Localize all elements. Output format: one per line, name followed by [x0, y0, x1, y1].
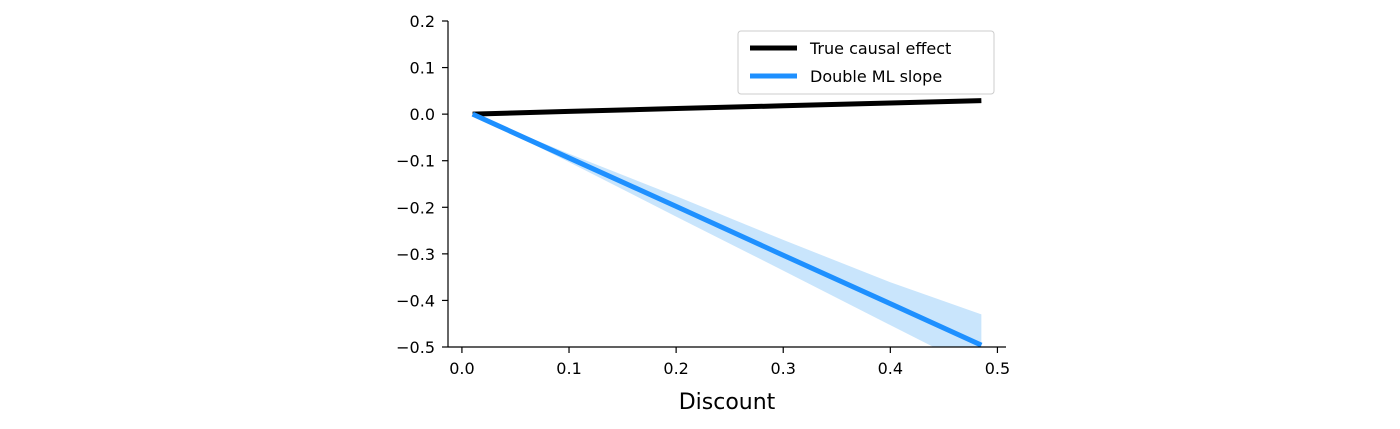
x-ticks: 0.0 0.1 0.2 0.3 0.4 0.5 — [449, 347, 1010, 378]
y-tick-label: −0.2 — [396, 198, 435, 217]
y-tick-label: −0.5 — [396, 338, 435, 357]
x-tick-label: 0.3 — [771, 359, 796, 378]
confidence-band-1 — [472, 114, 982, 347]
legend: True causal effect Double ML slope — [737, 30, 995, 95]
x-tick-label: 0.2 — [663, 359, 688, 378]
y-tick-label: 0.2 — [410, 12, 435, 31]
y-tick-label: 0.1 — [410, 59, 435, 78]
legend-items: True causal effect Double ML slope — [750, 39, 951, 86]
y-tick-label: −0.4 — [396, 291, 435, 310]
axes — [447, 21, 1006, 348]
y-tick-label: 0.0 — [410, 105, 435, 124]
y-tick-label: −0.1 — [396, 152, 435, 171]
x-tick-label: 0.1 — [556, 359, 581, 378]
x-tick-label: 0.4 — [878, 359, 903, 378]
confidence-band-layer — [472, 114, 982, 347]
legend-box — [737, 30, 995, 95]
legend-label-0: True causal effect — [809, 39, 951, 58]
y-ticks: 0.2 0.1 0.0 −0.1 −0.2 −0.3 −0.4 −0.5 — [396, 12, 448, 357]
x-tick-label: 0.0 — [449, 359, 474, 378]
x-tick-label: 0.5 — [985, 359, 1010, 378]
y-tick-label: −0.3 — [396, 245, 435, 264]
series-layer — [471, 98, 983, 347]
series-line-1 — [471, 111, 983, 347]
series-line-0 — [472, 98, 982, 117]
legend-label-1: Double ML slope — [810, 67, 942, 86]
x-axis-label: Discount — [679, 390, 776, 415]
